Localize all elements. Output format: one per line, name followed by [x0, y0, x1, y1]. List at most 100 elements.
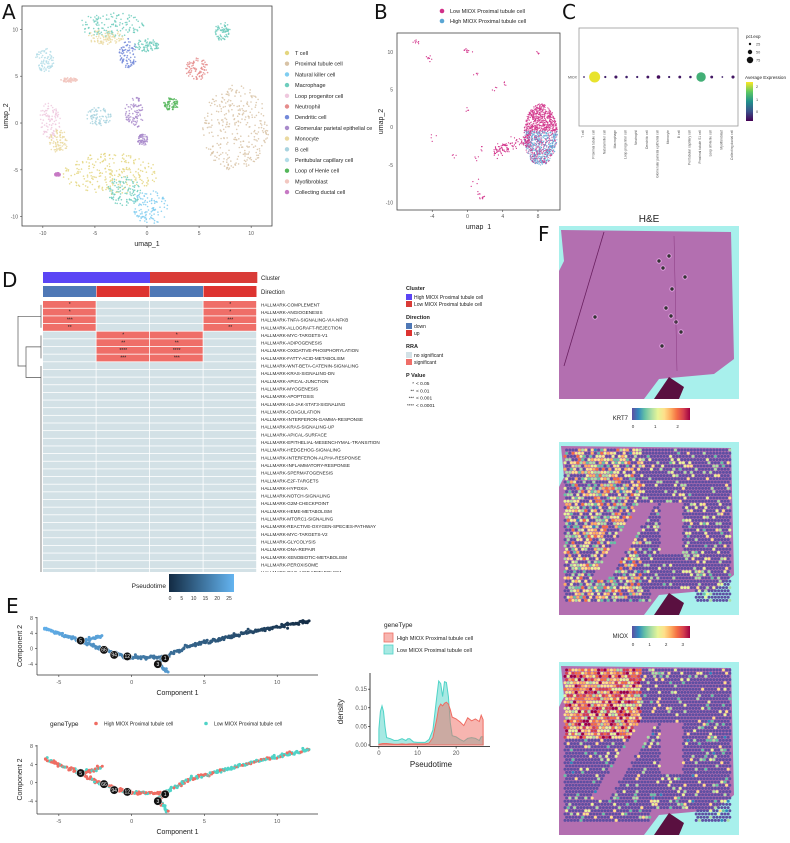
cell-point	[111, 182, 114, 185]
pathway-label: HALLMARK-KRAS-SIGNALING-UP	[261, 425, 334, 430]
cell-point	[43, 57, 46, 59]
cell-point	[116, 186, 118, 189]
cell-point	[65, 77, 67, 80]
cell-point	[213, 159, 215, 162]
cell-point	[535, 160, 537, 162]
cell-point	[546, 130, 549, 132]
cell-point	[455, 154, 457, 156]
dot-mark	[678, 75, 682, 79]
cell-point	[112, 184, 114, 186]
dot-mark	[604, 75, 607, 79]
cell-point	[512, 146, 514, 148]
heatmap-cell	[96, 400, 150, 408]
cell-point	[95, 108, 97, 111]
cell-point	[139, 46, 142, 49]
cell-point	[218, 144, 220, 146]
cell-point	[542, 148, 545, 150]
cell-point	[104, 159, 107, 161]
cell-point	[235, 121, 238, 124]
cell-point	[244, 118, 246, 121]
cell-point	[531, 109, 533, 111]
cell-point	[528, 124, 530, 126]
x-tick-label: 0	[466, 214, 469, 220]
cell-point	[142, 161, 144, 163]
cell-point	[143, 201, 146, 203]
cell-point	[531, 125, 533, 128]
heatmap-cell	[43, 522, 96, 530]
cell-point	[95, 117, 97, 119]
cell-point	[140, 118, 142, 121]
cell-point	[48, 70, 50, 72]
cell-point	[204, 66, 206, 68]
cell-point	[141, 216, 144, 218]
cell-point	[102, 160, 104, 163]
cell-point	[46, 131, 48, 133]
cell-point	[87, 111, 90, 113]
cell-point	[544, 111, 546, 113]
pathway-label: HALLMARK-INTERFERON-GAMMA-RESPONSE	[261, 417, 363, 422]
cell-point	[553, 137, 555, 139]
cell-point	[121, 22, 124, 25]
cell-point	[133, 202, 135, 204]
cell-point	[549, 134, 551, 136]
cell-point	[533, 110, 535, 112]
cell-point	[533, 131, 536, 133]
cell-point	[143, 135, 145, 138]
cell-point	[233, 138, 235, 141]
cell-point	[144, 142, 146, 145]
cell-point	[43, 66, 46, 69]
cell-point	[259, 152, 261, 155]
cell-point	[95, 18, 97, 20]
cell-point	[528, 144, 530, 146]
cell-point	[546, 139, 548, 141]
cell-point	[526, 124, 529, 126]
cell-point	[59, 144, 61, 147]
cell-point	[223, 158, 225, 160]
cell-point	[257, 131, 260, 133]
cell-point	[255, 139, 257, 141]
cell-point	[553, 151, 556, 153]
heatmap-cell	[96, 461, 150, 469]
heatmap-cell	[150, 339, 203, 347]
branch-point-marker	[153, 659, 163, 669]
cell-point	[143, 50, 146, 52]
cell-point	[136, 115, 138, 118]
cell-point	[86, 176, 89, 178]
direction-annotation-cell	[203, 286, 257, 297]
heatmap-cell	[150, 515, 203, 523]
cell-point	[128, 49, 131, 51]
cell-point	[59, 117, 61, 120]
cell-point	[141, 136, 143, 138]
cell-point	[134, 208, 137, 210]
cell-point	[134, 104, 137, 106]
cell-point	[121, 50, 124, 53]
cell-point	[76, 163, 78, 166]
cell-point	[126, 43, 129, 46]
cell-point	[547, 156, 549, 159]
cell-point	[542, 151, 545, 153]
cell-point	[97, 106, 99, 109]
cell-point	[189, 71, 191, 74]
cell-point	[538, 117, 540, 119]
cell-point	[543, 134, 545, 136]
panel-label-c: C	[562, 0, 576, 24]
cell-point	[124, 107, 127, 110]
heatmap-cell	[150, 415, 203, 423]
cell-point	[259, 628, 263, 632]
cell-point	[120, 47, 123, 49]
cell-point	[499, 150, 501, 152]
cell-point	[550, 127, 552, 129]
cell-point	[139, 114, 142, 117]
cell-point	[128, 167, 131, 170]
cell-point	[99, 121, 101, 123]
x-tick-label: 8	[537, 214, 540, 220]
cell-point	[206, 115, 209, 117]
legend-swatch	[284, 189, 290, 195]
cell-point	[114, 20, 116, 23]
size-legend-label: 50	[756, 51, 760, 55]
cell-point	[544, 104, 546, 106]
heatmap-cell	[203, 561, 257, 568]
expression-spot	[629, 448, 633, 452]
expression-spot	[709, 448, 713, 452]
cell-point	[108, 18, 110, 20]
